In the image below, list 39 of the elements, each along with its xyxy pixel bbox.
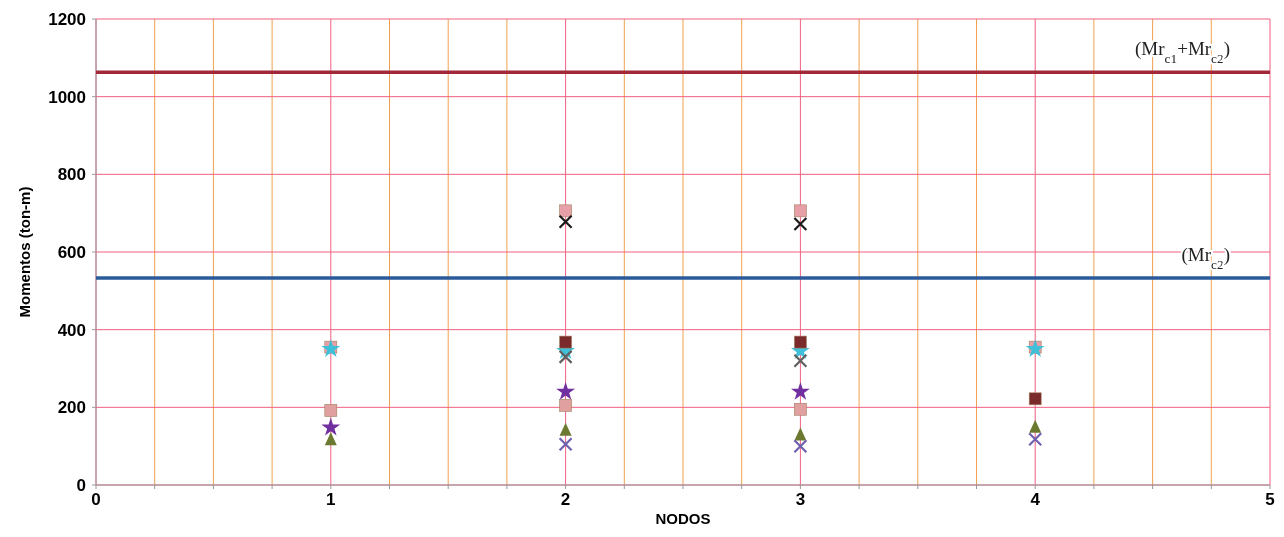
y-tick-label: 200 [57,398,86,418]
point [790,381,810,400]
x-tick-label: 5 [1265,490,1275,509]
point [321,417,341,436]
point [793,216,808,232]
point [793,353,808,368]
point [1029,419,1042,433]
y-tick-label: 0 [76,475,86,495]
x-axis-title: NODOS [655,510,711,527]
point [794,402,807,416]
y-tick-label: 400 [57,320,86,340]
point [559,335,572,349]
point [558,214,573,229]
point [558,437,573,452]
point [559,422,572,436]
y-tick-label: 1200 [48,9,86,29]
point [1028,392,1042,406]
point [558,349,573,364]
point [794,204,807,218]
x-tick-label: 0 [91,490,101,509]
point [1028,432,1043,447]
x-tick-label: 4 [1030,490,1041,509]
y-tick-label: 600 [57,242,86,262]
point [324,432,337,446]
point [321,339,341,358]
point [1025,339,1045,358]
point [793,439,808,454]
x-tick-label: 1 [326,490,336,509]
y-tick-label: 1000 [48,87,86,107]
point [559,399,572,412]
point [559,204,572,218]
point [794,335,807,349]
point [794,427,807,441]
x-tick-label: 2 [560,490,571,509]
x-tick-label: 3 [795,490,806,509]
y-axis-title: Momentos (ton-m) [16,186,33,318]
point [556,381,576,400]
y-tick-label: 800 [57,165,86,185]
point [324,404,338,417]
